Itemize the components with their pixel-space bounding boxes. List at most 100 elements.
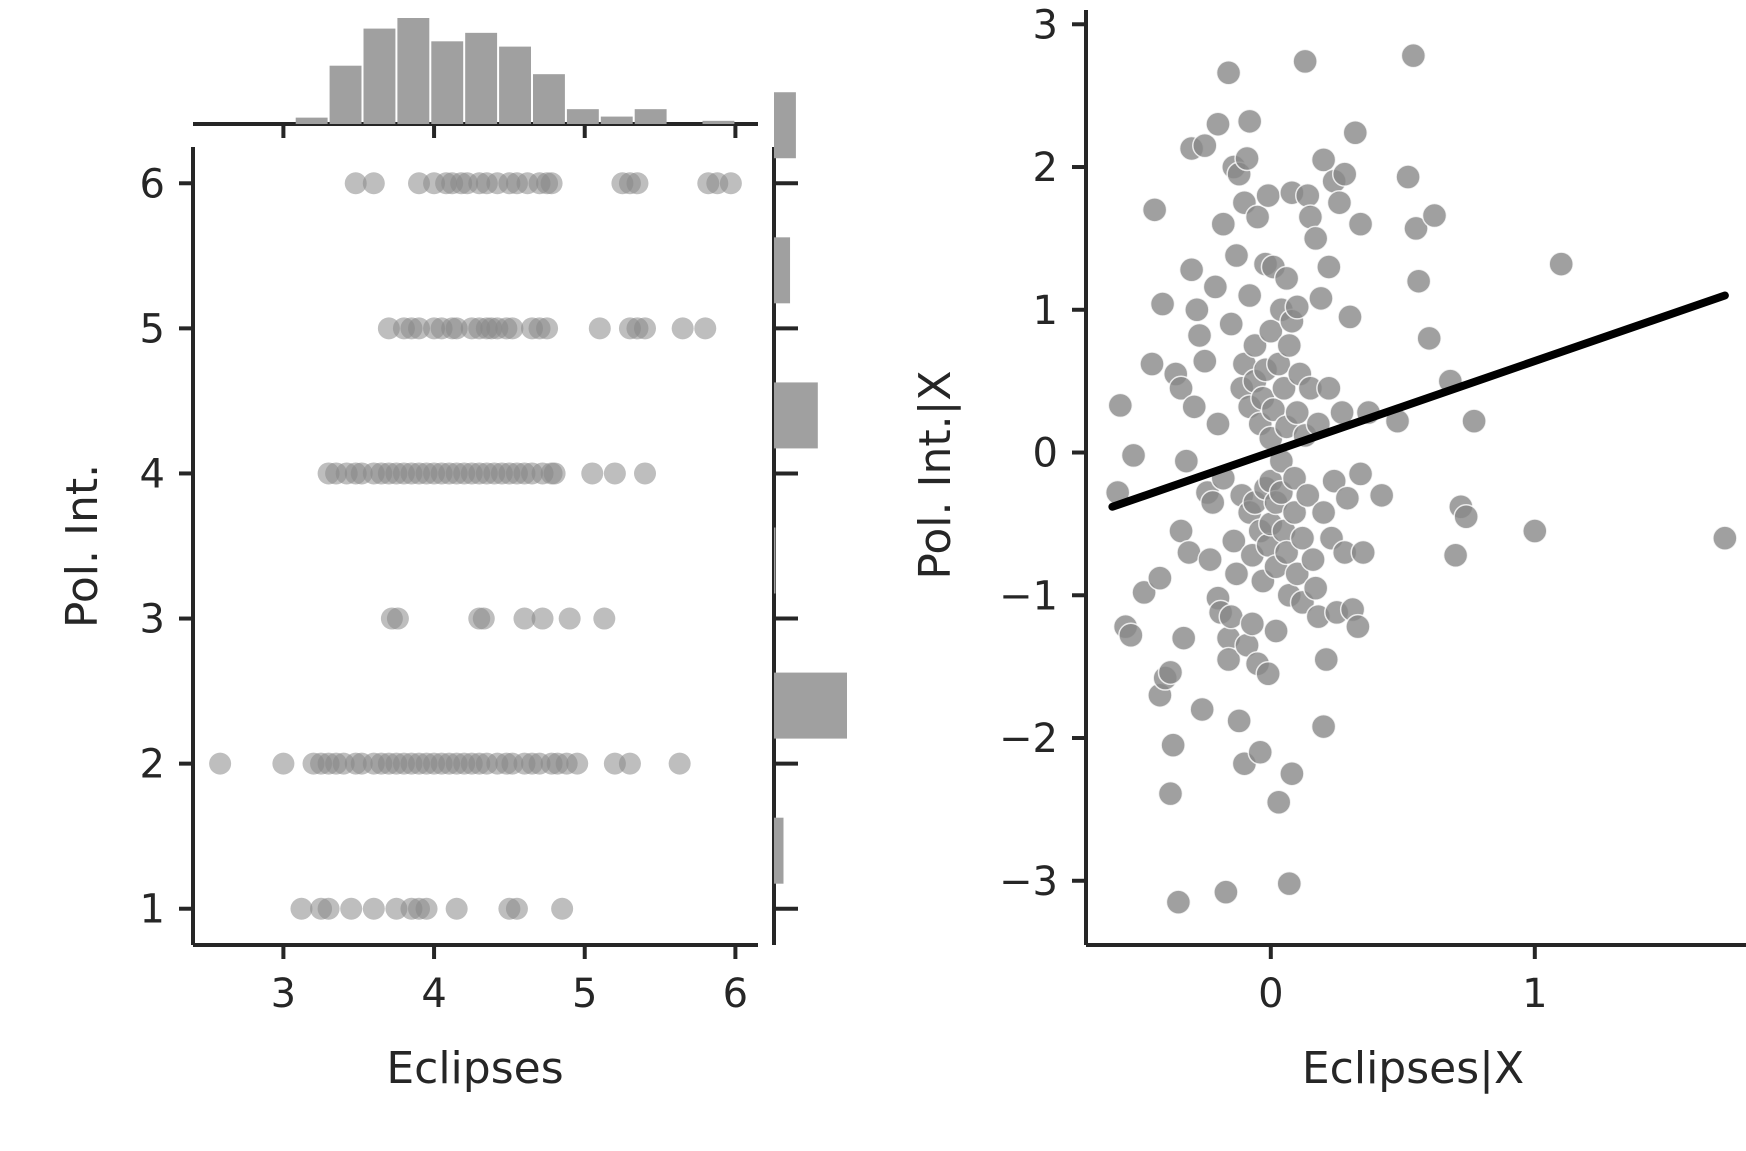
marginal-x-bar (295, 117, 328, 124)
regression-point (1176, 539, 1202, 566)
joint-point (719, 172, 742, 195)
regression-axes: 0 1 3 2 1 0 −1 −2 −3 (999, 2, 1746, 1017)
regression-scatter-points (1104, 42, 1738, 915)
joint-point (626, 172, 649, 195)
joint-y-tick-label: 6 (140, 161, 165, 207)
regression-point (1300, 546, 1326, 573)
joint-point (603, 462, 626, 485)
joint-point (209, 752, 232, 775)
regression-point (1131, 579, 1157, 606)
regression-point (1295, 182, 1321, 209)
regression-point (1416, 325, 1442, 352)
joint-point (634, 317, 656, 340)
regression-point (1347, 211, 1374, 237)
regression-y-tick-label: −2 (999, 716, 1058, 762)
marginal-x-bar (431, 41, 464, 124)
regression-point (1403, 215, 1429, 242)
regression-y-tick-label: −1 (999, 573, 1058, 619)
regression-point (1453, 504, 1479, 530)
joint-point (505, 897, 528, 920)
regression-point (1368, 482, 1395, 509)
marginal-x-bar (566, 109, 599, 124)
joint-plot-panel: 3 4 5 6 1 2 3 4 5 6 Eclipses Pol. Int. (57, 18, 847, 1094)
marginal-histogram-y (772, 92, 847, 945)
joint-point (377, 317, 400, 340)
regression-point (1244, 204, 1271, 230)
regression-point (1221, 528, 1247, 554)
regression-point (1302, 575, 1329, 601)
joint-point (386, 607, 409, 630)
regression-point (1226, 708, 1252, 734)
regression-point (1400, 42, 1427, 69)
marginal-x-bar (499, 46, 531, 125)
regression-point (1310, 713, 1337, 740)
regression-point (1273, 539, 1300, 566)
regression-point (1284, 399, 1310, 426)
regression-point (1210, 211, 1237, 237)
regression-point (1255, 182, 1281, 209)
regression-point (1186, 322, 1213, 349)
regression-point (1271, 375, 1297, 402)
regression-point (1350, 539, 1376, 566)
marginal-y-bar (774, 672, 847, 739)
regression-point (1712, 525, 1738, 551)
regression-point (1326, 189, 1353, 216)
regression-point (1313, 646, 1339, 673)
regression-point (1442, 542, 1469, 569)
regression-y-tick-label: 3 (1033, 2, 1058, 48)
joint-scatter-points (209, 172, 742, 920)
joint-point (513, 607, 536, 630)
marginal-x-bar (600, 116, 633, 124)
regression-point (1395, 164, 1421, 190)
regression-point (1213, 879, 1239, 905)
regression-point (1189, 696, 1215, 723)
regression-point (1279, 760, 1305, 787)
regression-point (1316, 254, 1342, 280)
marginal-x-bar (465, 32, 498, 125)
regression-point (1342, 120, 1369, 146)
regression-point (1239, 611, 1266, 637)
regression-point (1199, 489, 1226, 516)
joint-x-tick-label: 3 (271, 971, 296, 1017)
regression-point (1405, 268, 1432, 294)
regression-point (1157, 780, 1184, 807)
joint-point (385, 897, 408, 920)
joint-y-tick-label: 3 (140, 597, 165, 643)
marginal-x-bar (363, 28, 396, 125)
joint-point (501, 317, 524, 340)
regression-point (1310, 499, 1337, 526)
regression-point (1265, 789, 1292, 816)
joint-axes: 3 4 5 6 1 2 3 4 5 6 (140, 147, 758, 1017)
regression-point (1181, 394, 1207, 420)
joint-point (603, 752, 626, 775)
regression-point (1548, 251, 1574, 277)
regression-point (1331, 161, 1358, 187)
regression-point (1218, 311, 1244, 337)
marginal-histogram-x (193, 18, 758, 138)
regression-point (1149, 291, 1176, 317)
joint-point (415, 897, 438, 920)
regression-point (1295, 482, 1321, 509)
regression-point (1276, 332, 1303, 359)
regression-point (1522, 518, 1548, 544)
regression-x-tick-label: 1 (1522, 971, 1547, 1017)
joint-point (317, 897, 340, 920)
regression-point (1192, 348, 1218, 374)
joint-point (671, 317, 694, 340)
joint-y-tick-label: 4 (140, 451, 165, 497)
regression-point (1184, 297, 1210, 323)
joint-point (408, 172, 430, 195)
regression-point (1273, 265, 1300, 292)
marginal-x-bar (533, 74, 565, 124)
joint-point (531, 607, 554, 630)
regression-point (1421, 202, 1448, 229)
joint-point (588, 317, 611, 340)
regression-point (1284, 294, 1310, 320)
regression-point (1147, 565, 1173, 591)
joint-point (694, 317, 717, 340)
marginal-y-bar (774, 817, 784, 884)
regression-point (1284, 561, 1310, 587)
regression-point (1236, 282, 1263, 309)
regression-point (1139, 351, 1165, 377)
regression-point (1205, 111, 1231, 137)
